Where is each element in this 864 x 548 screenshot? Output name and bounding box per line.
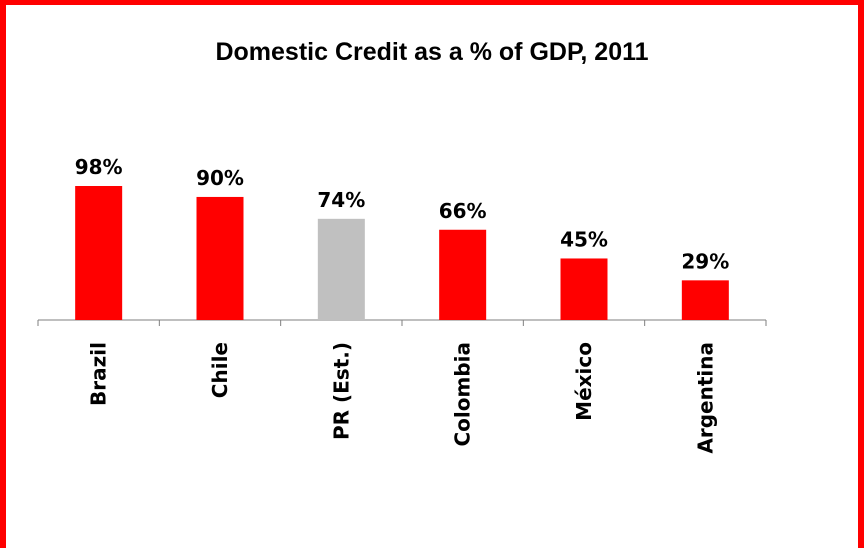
category-label: México	[572, 342, 596, 421]
value-labels-group: 98% 90% 74% 66% 45% 29%	[75, 155, 730, 273]
bar	[75, 186, 123, 320]
data-label: 98%	[75, 155, 123, 179]
data-label: 45%	[560, 227, 608, 251]
bar	[317, 218, 365, 320]
data-label: 74%	[317, 188, 365, 212]
category-label: PR (Est.)	[329, 342, 353, 440]
bar	[560, 258, 608, 320]
category-label: Argentina	[693, 342, 717, 454]
bar	[439, 229, 487, 320]
chart-title: Domestic Credit as a % of GDP, 2011	[215, 38, 649, 66]
x-axis-ticks	[37, 320, 767, 326]
bar	[196, 196, 244, 320]
data-label: 90%	[196, 166, 244, 190]
category-label: Colombia	[451, 342, 475, 447]
bar	[681, 280, 729, 320]
category-label: Brazil	[87, 342, 111, 406]
category-label: Chile	[208, 342, 232, 398]
data-label: 66%	[439, 199, 487, 223]
bars-group	[75, 186, 729, 320]
category-labels-group: Brazil Chile PR (Est.) Colombia México Argent…	[87, 342, 718, 454]
data-label: 29%	[681, 249, 729, 273]
